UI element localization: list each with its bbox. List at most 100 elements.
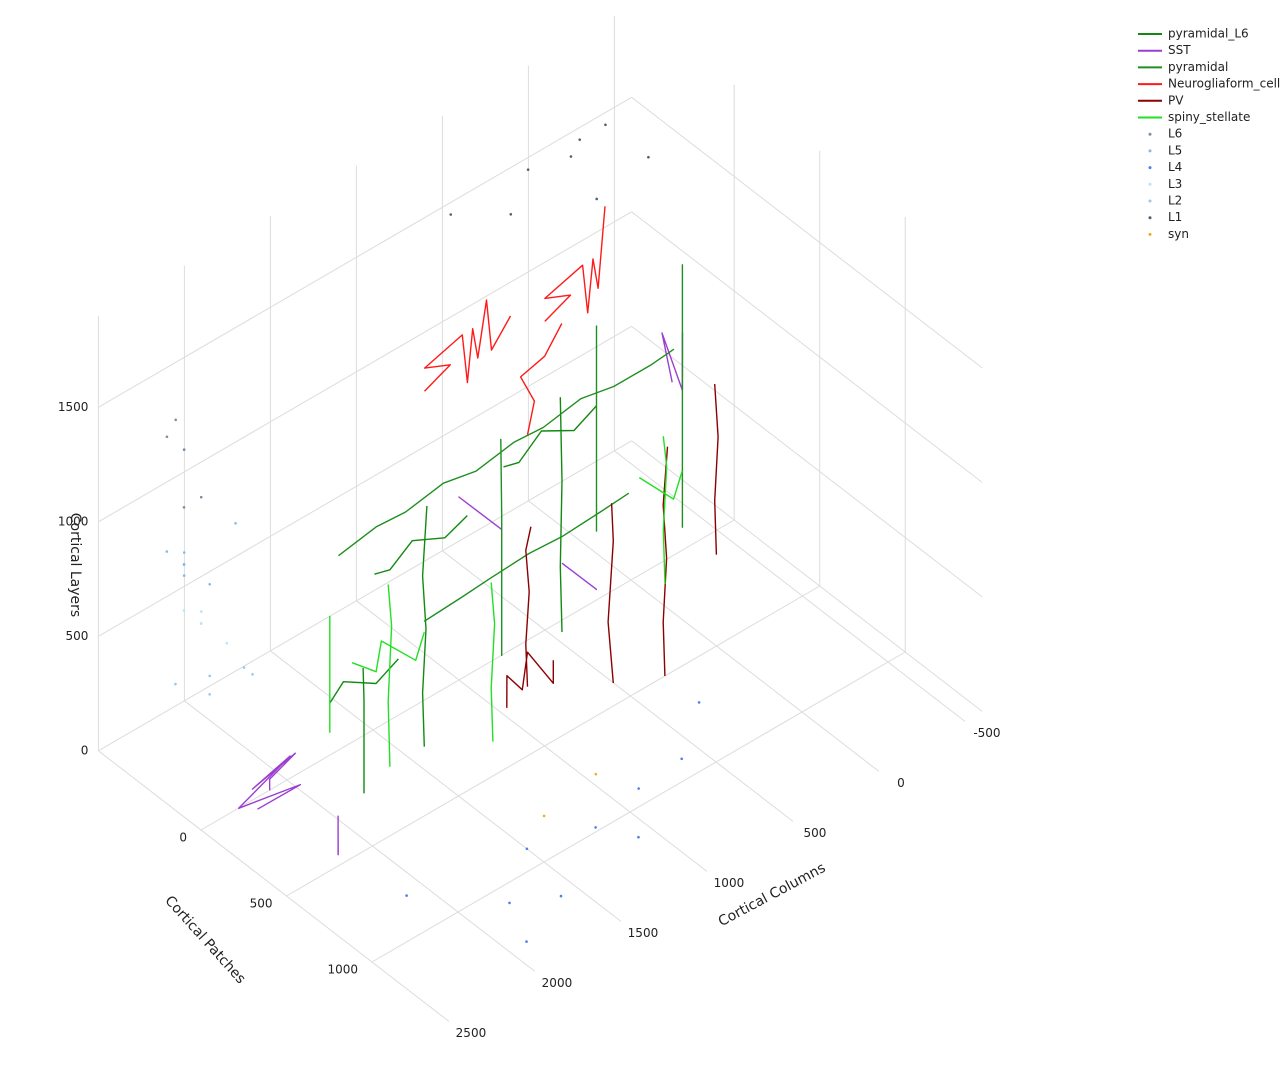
- grid-line: [631, 211, 983, 483]
- grid: 0 500 1000 1500 -500 0 500 1000 1500 2000 2500 0 500…: [58, 15, 1001, 1040]
- legend-item[interactable]: L2: [1148, 194, 1183, 208]
- grid-line: [270, 650, 622, 922]
- grid-line: [98, 750, 450, 1022]
- legend-label: L3: [1168, 177, 1182, 191]
- neuron-trace: [238, 332, 684, 856]
- neuron-trace: [338, 264, 684, 656]
- plot-area: [165, 123, 719, 943]
- legend-label: L2: [1168, 194, 1182, 208]
- point: [697, 701, 701, 704]
- point: [508, 901, 511, 905]
- x-tick-label: 1500: [628, 926, 659, 940]
- legend-swatch: [1148, 149, 1152, 153]
- legend-swatch: [1148, 132, 1152, 136]
- grid-line: [200, 519, 735, 831]
- point: [542, 814, 546, 818]
- point: [526, 168, 530, 171]
- x-axis-title: Cortical Columns: [716, 860, 829, 930]
- z-tick-label: 500: [65, 629, 88, 643]
- point: [604, 123, 607, 127]
- x-tick-label: -500: [973, 726, 1000, 740]
- legend-item[interactable]: pyramidal_L6: [1138, 27, 1249, 41]
- grid-line: [286, 585, 820, 897]
- grid-line: [614, 450, 966, 722]
- point: [165, 435, 169, 439]
- grid-line: [631, 325, 983, 598]
- grid-line: [631, 96, 983, 369]
- legend-swatch: [1148, 182, 1152, 186]
- legend-label: pyramidal: [1168, 60, 1228, 74]
- x-tick-label: 500: [803, 826, 826, 840]
- x-tick-label: 2500: [456, 1026, 487, 1040]
- z-tick-label: 0: [81, 743, 89, 757]
- point: [234, 522, 237, 525]
- point: [525, 847, 529, 851]
- y-tick-label: 500: [250, 897, 273, 911]
- legend-item[interactable]: L1: [1148, 210, 1183, 224]
- legend-label: pyramidal_L6: [1168, 27, 1249, 41]
- neuron-trace: [329, 436, 683, 767]
- point: [594, 772, 598, 776]
- grid-line: [98, 325, 632, 637]
- legend-label: L4: [1168, 160, 1182, 174]
- point: [647, 155, 650, 159]
- legend-item[interactable]: pyramidal: [1138, 60, 1228, 74]
- grid-line: [184, 700, 536, 972]
- point: [182, 448, 186, 452]
- legend-label: L1: [1168, 210, 1182, 224]
- grid-line: [98, 211, 632, 523]
- grid-line: [98, 96, 632, 408]
- point: [182, 574, 186, 577]
- point: [569, 155, 573, 158]
- point: [594, 826, 597, 829]
- legend-item[interactable]: L4: [1148, 160, 1183, 174]
- y-tick-label: 0: [179, 831, 187, 845]
- point: [449, 213, 453, 216]
- grid-line: [356, 600, 708, 872]
- z-axis-title: Cortical Layers: [67, 513, 83, 617]
- z-tick-label: 1500: [58, 400, 89, 414]
- point: [405, 894, 408, 897]
- legend-item[interactable]: L6: [1148, 127, 1183, 141]
- point: [199, 622, 203, 625]
- y-axis-title: Cortical Patches: [161, 893, 248, 987]
- legend-label: SST: [1168, 43, 1191, 57]
- legend-swatch: [1148, 216, 1152, 220]
- point: [242, 666, 246, 669]
- point: [165, 550, 169, 553]
- point: [680, 757, 683, 761]
- legend-item[interactable]: L3: [1148, 177, 1183, 191]
- legend-label: spiny_stellate: [1168, 110, 1250, 124]
- legend-swatch: [1148, 232, 1152, 236]
- legend-item[interactable]: PV: [1138, 93, 1184, 107]
- point: [200, 610, 203, 613]
- point: [578, 138, 581, 141]
- point: [199, 495, 203, 499]
- point: [225, 641, 229, 645]
- point: [208, 582, 211, 586]
- legend-item[interactable]: SST: [1138, 43, 1191, 57]
- point: [182, 551, 186, 554]
- legend-label: syn: [1168, 227, 1189, 241]
- legend-label: L5: [1168, 143, 1182, 157]
- neuron-trace: [423, 206, 606, 435]
- legend-item[interactable]: spiny_stellate: [1138, 110, 1250, 124]
- legend: pyramidal_L6 SST pyramidal Neurogliaform_ce…: [1138, 27, 1280, 241]
- legend-item[interactable]: L5: [1148, 143, 1183, 157]
- z-tick-label: 1000: [58, 514, 89, 528]
- legend-label: L6: [1168, 127, 1182, 141]
- neuron-trace: [329, 397, 597, 794]
- legend-swatch: [1148, 166, 1152, 170]
- legend-item[interactable]: syn: [1148, 227, 1189, 241]
- legend-swatch: [1148, 199, 1152, 203]
- y-tick-label: 1000: [327, 963, 358, 977]
- x-tick-label: 0: [897, 776, 905, 790]
- x-tick-label: 2000: [542, 976, 573, 990]
- point: [182, 563, 186, 566]
- grid-line: [528, 500, 880, 772]
- point: [182, 609, 186, 612]
- point: [637, 835, 640, 839]
- point: [637, 787, 640, 790]
- legend-label: PV: [1168, 93, 1184, 107]
- legend-item[interactable]: Neurogliaform_cell: [1138, 77, 1280, 91]
